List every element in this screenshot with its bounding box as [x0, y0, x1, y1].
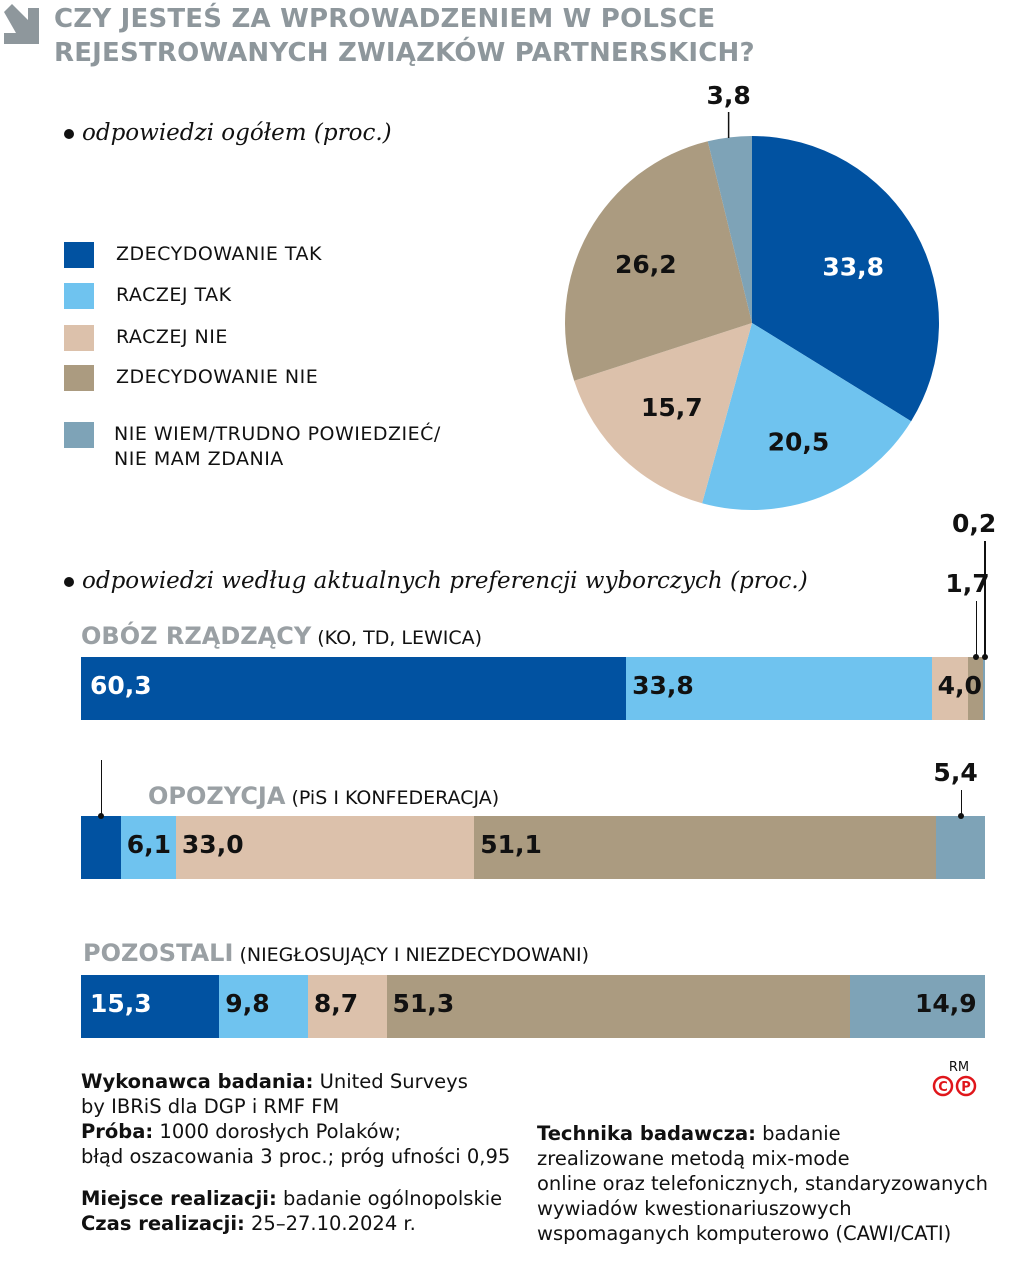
legend-item: RACZEJ TAK	[64, 283, 232, 309]
bar-label: 33,0	[181, 830, 244, 859]
bar-label: 60,3	[90, 671, 152, 700]
pie-slice	[564, 141, 752, 381]
group-title: OPOZYCJA (PiS I KONFEDERACJA)	[148, 782, 500, 810]
pie-label: 3,8	[706, 81, 750, 110]
legend-item: ZDECYDOWANIE TAK	[64, 242, 322, 268]
leader-dot	[958, 813, 965, 819]
footer-right: Technika badawcza: badanie zrealizowane …	[537, 1122, 989, 1245]
leader-line	[100, 760, 103, 816]
pie-slice	[702, 323, 912, 511]
leader-line	[975, 601, 977, 657]
bar-segment	[81, 816, 121, 879]
pie-chart: 33,8 20,5 15,7 26,2 3,8	[564, 81, 940, 511]
stacked-bar	[81, 816, 985, 879]
leader-dot	[981, 654, 988, 660]
bar-segment	[386, 975, 851, 1038]
bar-label: 0,2	[951, 509, 997, 538]
group-title: OBÓZ RZĄDZĄCY (KO, TD, LEWICA)	[81, 622, 483, 650]
svg-text:P: P	[961, 1080, 971, 1095]
bar-label: 33,8	[632, 671, 694, 700]
bar-segment	[983, 657, 985, 720]
pie-label: 26,2	[615, 250, 677, 279]
bar-label: 14,9	[915, 989, 977, 1018]
legend-item: NIE WIEM/TRUDNO POWIEDZIEĆ/NIE MAM ZDANI…	[64, 422, 441, 472]
bar-label: 6,1	[126, 830, 172, 859]
bar-label: 5,4	[933, 758, 978, 787]
title: CZY JESTEŚ ZA WPROWADZENIEM W POLSCE REJ…	[54, 4, 755, 68]
bar-label: 1,7	[945, 569, 990, 598]
bar-segment	[219, 975, 308, 1038]
arrow-down-right-icon	[4, 4, 39, 44]
bar-subtitle: odpowiedzi według aktualnych preferencji…	[64, 568, 808, 594]
legend-item: ZDECYDOWANIE NIE	[64, 365, 318, 391]
bar-segment	[626, 657, 932, 720]
bar-label: 15,3	[90, 989, 152, 1018]
group-title: POZOSTALI (NIEGŁOSUJĄCY I NIEZDECYDOWANI…	[83, 939, 590, 967]
pie-label: 33,8	[822, 253, 884, 282]
stacked-bar	[81, 975, 985, 1038]
leader-line	[984, 541, 986, 657]
pie-label: 15,7	[641, 393, 703, 422]
bar-label: 51,3	[392, 989, 455, 1018]
pie-slice	[574, 323, 752, 504]
bar-label: 4,0	[937, 671, 982, 700]
bar-segment	[175, 816, 475, 879]
bar-label: 9,8	[225, 989, 270, 1018]
bar-label: 51,1	[480, 830, 542, 859]
legend-item: RACZEJ NIE	[64, 325, 228, 351]
bar-segment	[967, 657, 984, 720]
pie-slice	[752, 136, 940, 422]
footer-left: Wykonawca badania: United Surveys by IBR…	[81, 1070, 511, 1235]
bar-segment	[81, 975, 220, 1038]
bar-segment	[307, 975, 387, 1038]
pie-slice	[707, 136, 752, 323]
bar-label: 8,7	[313, 989, 359, 1018]
bar-segment	[936, 816, 985, 879]
svg-text:C: C	[938, 1080, 948, 1095]
leader-dot	[973, 654, 979, 660]
bar-label: 4,4	[95, 728, 141, 757]
bar-segment	[931, 657, 968, 720]
bar-segment	[120, 816, 176, 879]
leader-line	[960, 790, 963, 816]
stacked-bar	[81, 657, 985, 720]
pie-label: 20,5	[768, 427, 830, 456]
pie-subtitle: odpowiedzi ogółem (proc.)	[64, 120, 392, 146]
bar-segment	[474, 816, 937, 879]
bar-segment	[850, 975, 985, 1038]
bar-segment	[81, 657, 627, 720]
leader-dot	[98, 813, 105, 819]
